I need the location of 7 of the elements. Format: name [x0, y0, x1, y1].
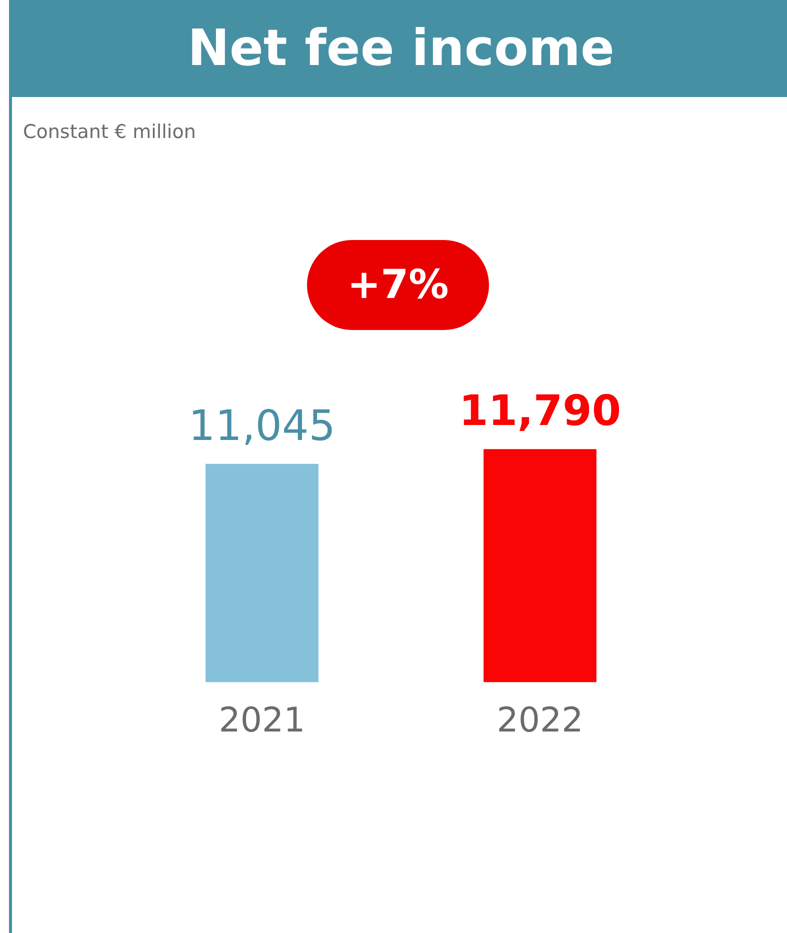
data-label: 11,790	[458, 386, 622, 436]
x-tick-label: 2021	[218, 700, 306, 740]
text: +7%	[307, 240, 489, 330]
data-label: 11,045	[188, 400, 336, 450]
chart-subtitle: Constant € million	[23, 121, 196, 143]
x-tick-label: 2022	[496, 700, 584, 740]
chart-title: Net fee income	[12, 0, 787, 97]
